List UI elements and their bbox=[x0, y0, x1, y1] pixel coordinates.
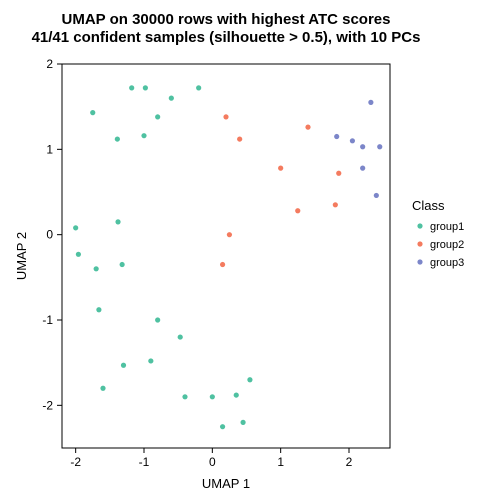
x-tick-label: -2 bbox=[70, 455, 81, 469]
point-group1 bbox=[100, 386, 105, 391]
point-group1 bbox=[148, 358, 153, 363]
point-group1 bbox=[178, 334, 183, 339]
y-tick-label: 1 bbox=[46, 142, 53, 156]
point-group1 bbox=[76, 252, 81, 257]
point-group1 bbox=[115, 136, 120, 141]
legend-swatch-group2 bbox=[417, 241, 422, 246]
x-tick-label: 2 bbox=[346, 455, 353, 469]
point-group1 bbox=[220, 424, 225, 429]
point-group2 bbox=[305, 125, 310, 130]
point-group3 bbox=[360, 166, 365, 171]
y-axis-label: UMAP 2 bbox=[14, 232, 29, 280]
point-group1 bbox=[182, 394, 187, 399]
point-group1 bbox=[129, 85, 134, 90]
chart-title-2: 41/41 confident samples (silhouette > 0.… bbox=[32, 29, 421, 46]
point-group1 bbox=[240, 420, 245, 425]
point-group1 bbox=[141, 133, 146, 138]
x-axis-label: UMAP 1 bbox=[202, 476, 250, 491]
point-group3 bbox=[368, 100, 373, 105]
point-group2 bbox=[333, 202, 338, 207]
point-group1 bbox=[94, 266, 99, 271]
scatter-plot: UMAP on 30000 rows with highest ATC scor… bbox=[0, 0, 504, 504]
point-group1 bbox=[73, 225, 78, 230]
point-group1 bbox=[155, 114, 160, 119]
point-group1 bbox=[143, 85, 148, 90]
legend-label-group1: group1 bbox=[430, 221, 464, 233]
y-tick-label: 2 bbox=[46, 57, 53, 71]
y-tick-label: 0 bbox=[46, 228, 53, 242]
point-group2 bbox=[295, 208, 300, 213]
point-group3 bbox=[360, 144, 365, 149]
chart-title-1: UMAP on 30000 rows with highest ATC scor… bbox=[62, 11, 391, 28]
point-group2 bbox=[220, 262, 225, 267]
point-group1 bbox=[155, 317, 160, 322]
point-group1 bbox=[196, 85, 201, 90]
point-group1 bbox=[234, 392, 239, 397]
point-group1 bbox=[247, 377, 252, 382]
legend-swatch-group3 bbox=[417, 259, 422, 264]
x-tick-label: 0 bbox=[209, 455, 216, 469]
legend-label-group2: group2 bbox=[430, 239, 464, 251]
point-group2 bbox=[278, 166, 283, 171]
point-group1 bbox=[96, 307, 101, 312]
point-group3 bbox=[377, 144, 382, 149]
x-tick-label: 1 bbox=[277, 455, 284, 469]
point-group2 bbox=[223, 114, 228, 119]
chart-bg bbox=[0, 0, 504, 504]
x-tick-label: -1 bbox=[139, 455, 150, 469]
point-group1 bbox=[169, 96, 174, 101]
point-group2 bbox=[227, 232, 232, 237]
point-group2 bbox=[237, 136, 242, 141]
point-group3 bbox=[334, 134, 339, 139]
legend-swatch-group1 bbox=[417, 223, 422, 228]
point-group1 bbox=[210, 394, 215, 399]
point-group2 bbox=[336, 171, 341, 176]
legend-label-group3: group3 bbox=[430, 257, 464, 269]
point-group1 bbox=[121, 363, 126, 368]
y-tick-label: -1 bbox=[42, 313, 53, 327]
point-group3 bbox=[350, 138, 355, 143]
legend-title: Class bbox=[412, 198, 445, 213]
point-group1 bbox=[90, 110, 95, 115]
point-group3 bbox=[374, 193, 379, 198]
point-group1 bbox=[120, 262, 125, 267]
point-group1 bbox=[115, 219, 120, 224]
y-tick-label: -2 bbox=[42, 398, 53, 412]
